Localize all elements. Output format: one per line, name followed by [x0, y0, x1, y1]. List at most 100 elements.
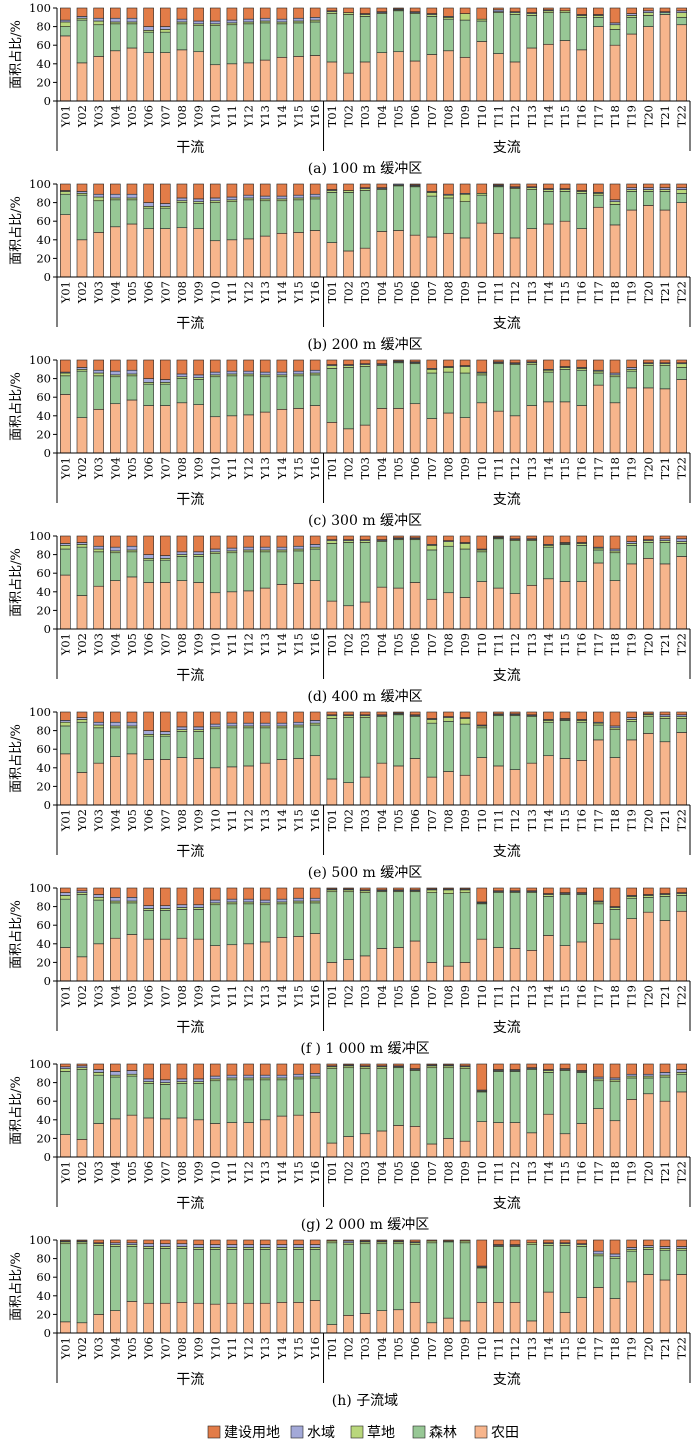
- bar-segment-T21-森林: [659, 365, 671, 390]
- x-tick-label-Y13: Y13: [258, 1337, 272, 1360]
- y-tick-label: 20: [36, 955, 51, 969]
- x-tick-label-T11: T11: [491, 105, 505, 127]
- legend-label: 森林: [429, 1425, 457, 1441]
- x-tick-label-T09: T09: [458, 1337, 472, 1359]
- bar-segment-T05-农田: [393, 230, 404, 278]
- bar-segment-T04-农田: [376, 408, 388, 454]
- bar-segment-T14-农田: [543, 1291, 554, 1334]
- bar-segment-Y06-农田: [143, 1302, 154, 1334]
- x-tick-label-Y08: Y08: [175, 457, 189, 480]
- bar-segment-T08-农田: [443, 771, 454, 806]
- bar-segment-T10-建设用地: [476, 1063, 488, 1091]
- bar-segment-Y10-水域: [209, 899, 221, 904]
- bar-segment-T10-建设用地: [476, 1239, 488, 1267]
- bar-segment-Y05-建设用地: [126, 359, 138, 371]
- bar-segment-Y05-水域: [126, 896, 138, 902]
- panel-caption: (e) 500 m 缓冲区: [308, 865, 423, 881]
- bar-segment-Y02-森林: [76, 370, 88, 418]
- x-tick-label-Y07: Y07: [158, 105, 172, 128]
- x-tick-label-T15: T15: [558, 105, 572, 127]
- bar-segment-Y14-森林: [276, 903, 288, 938]
- bar-segment-T09-农田: [459, 237, 471, 278]
- bar-segment-T06-建设用地: [409, 7, 421, 13]
- bar-segment-Y14-建设用地: [276, 711, 288, 724]
- bar-segment-T13-森林: [526, 716, 538, 764]
- bar-segment-T11-建设用地: [493, 359, 504, 363]
- bar-segment-T01-建设用地: [326, 887, 338, 890]
- bar-segment-T17-农田: [593, 923, 604, 982]
- x-tick-label-Y14: Y14: [275, 457, 289, 480]
- x-tick-label-T13: T13: [525, 281, 539, 303]
- y-tick-label: 60: [36, 1094, 51, 1108]
- bar-segment-T17-建设用地: [593, 535, 604, 548]
- bar-segment-Y05-建设用地: [126, 535, 138, 547]
- x-tick-label-Y12: Y12: [242, 985, 256, 1008]
- bar-segment-T05-农田: [393, 1309, 404, 1334]
- bar-segment-Y12-水域: [243, 1074, 254, 1079]
- bar-segment-Y10-建设用地: [209, 535, 221, 550]
- x-tick-label-Y07: Y07: [158, 1161, 172, 1184]
- bar-segment-T01-森林: [326, 891, 338, 963]
- bar-segment-T11-农田: [493, 232, 504, 278]
- bar-segment-T03-森林: [359, 190, 371, 249]
- bar-segment-T05-农田: [393, 1125, 404, 1158]
- bar-segment-T08-森林: [443, 197, 454, 234]
- bar-segment-T21-农田: [659, 388, 671, 454]
- bar-segment-T01-农田: [326, 778, 338, 806]
- bar-segment-Y10-建设用地: [209, 359, 221, 373]
- bar-segment-Y13-建设用地: [259, 887, 271, 901]
- x-tick-label-T18: T18: [608, 809, 622, 831]
- x-tick-label-T17: T17: [591, 985, 605, 1007]
- x-tick-label-T15: T15: [558, 1337, 572, 1359]
- bar-segment-Y07-农田: [159, 1302, 171, 1334]
- bar-segment-T13-建设用地: [526, 1239, 538, 1244]
- bar-segment-Y05-水域: [126, 721, 138, 727]
- x-tick-label-T21: T21: [658, 985, 672, 1007]
- bar-segment-Y10-森林: [209, 728, 221, 769]
- bar-segment-T19-建设用地: [626, 359, 637, 368]
- bar-segment-T04-森林: [376, 716, 388, 764]
- bar-segment-T16-农田: [576, 49, 588, 102]
- bar-segment-T04-农田: [376, 231, 388, 278]
- bar-segment-T22-建设用地: [676, 359, 687, 364]
- bar-segment-Y16-农田: [309, 755, 321, 806]
- group-label-tributary: 支流: [493, 1020, 521, 1036]
- bar-segment-T19-建设用地: [626, 535, 637, 542]
- bar-segment-T04-建设用地: [376, 7, 388, 13]
- bar-segment-Y08-森林: [176, 23, 188, 51]
- bar-segment-T18-农田: [609, 938, 621, 982]
- bar-segment-Y08-农田: [176, 580, 188, 630]
- bar-segment-Y01-农田: [60, 574, 71, 630]
- x-tick-label-Y12: Y12: [242, 1161, 256, 1184]
- bar-segment-Y12-建设用地: [243, 1063, 254, 1076]
- bar-segment-T18-森林: [609, 729, 621, 758]
- x-tick-label-Y16: Y16: [308, 1337, 322, 1360]
- x-tick-label-T02: T02: [342, 1161, 356, 1183]
- bar-segment-Y07-森林: [159, 735, 171, 760]
- x-tick-label-Y11: Y11: [225, 809, 239, 832]
- bar-segment-T20-建设用地: [643, 1063, 654, 1075]
- bar-segment-T20-森林: [643, 542, 654, 559]
- bar-segment-T13-农田: [526, 47, 538, 102]
- x-tick-label-Y15: Y15: [292, 633, 306, 656]
- x-tick-label-T21: T21: [658, 457, 672, 479]
- x-tick-label-T18: T18: [608, 1337, 622, 1359]
- bar-segment-T12-森林: [509, 188, 521, 239]
- bar-segment-Y01-森林: [60, 375, 71, 395]
- bar-segment-T06-森林: [409, 1244, 421, 1303]
- bar-segment-T08-森林: [443, 545, 454, 594]
- bar-segment-T15-农田: [559, 40, 571, 102]
- bar-segment-Y05-水域: [126, 369, 138, 375]
- bar-segment-Y05-农田: [126, 1301, 138, 1334]
- bar-segment-Y12-农田: [243, 62, 254, 102]
- x-tick-label-T06: T06: [408, 457, 422, 479]
- bar-segment-Y09-农田: [193, 758, 204, 806]
- bar-segment-Y10-水域: [209, 197, 221, 202]
- bar-segment-T07-农田: [426, 236, 438, 278]
- bar-segment-T09-农田: [459, 1140, 471, 1158]
- bar-segment-Y06-水域: [143, 202, 154, 207]
- bar-segment-T10-农田: [476, 41, 488, 102]
- bar-segment-T20-建设用地: [643, 1239, 654, 1246]
- x-tick-label-Y03: Y03: [92, 281, 106, 304]
